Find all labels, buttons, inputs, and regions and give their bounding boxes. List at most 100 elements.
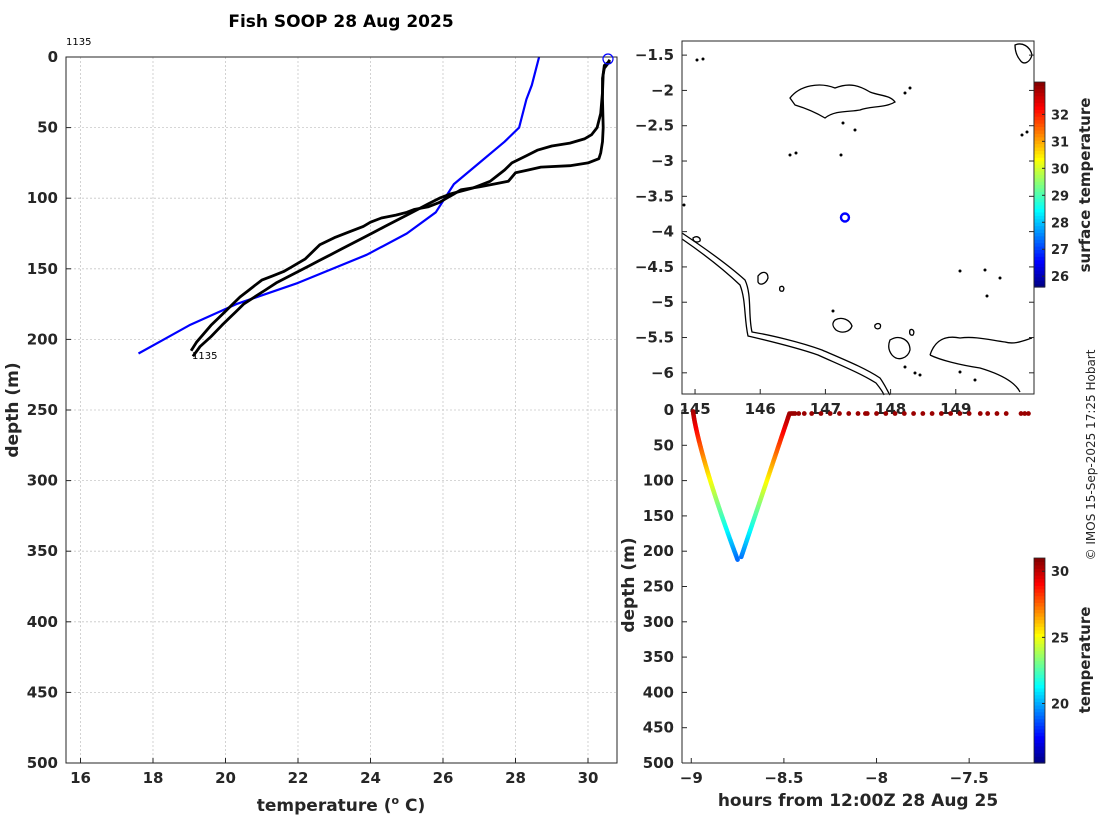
x-tick-label: 26 — [433, 769, 454, 787]
td-depth-tick-label: 150 — [643, 507, 674, 525]
colorbar-cell — [1034, 749, 1045, 754]
surface-point — [1022, 411, 1028, 416]
colorbar-cell — [1034, 609, 1045, 614]
colorbar-cell — [1034, 650, 1045, 655]
lat-tick-label: −2.5 — [635, 117, 674, 135]
colorbar-cell — [1034, 602, 1045, 607]
colorbar-cell — [1034, 160, 1045, 165]
colorbar-tick-label: 25 — [1051, 631, 1069, 646]
lat-tick-label: −4 — [651, 223, 674, 241]
colorbar-cell — [1034, 684, 1045, 689]
colorbar-cell — [1034, 756, 1045, 761]
surface-point — [929, 411, 935, 416]
colorbar-tick-label: 32 — [1051, 108, 1069, 123]
y-tick-label: 250 — [27, 401, 58, 419]
colorbar-cell — [1034, 575, 1045, 580]
colorbar-cell — [1034, 728, 1045, 733]
colorbar-cell — [1034, 205, 1045, 210]
colorbar-cell — [1034, 735, 1045, 740]
lat-tick-label: −2 — [651, 81, 674, 99]
x-tick-label: 22 — [288, 769, 309, 787]
colorbar-cell — [1034, 263, 1045, 268]
colorbar-cell — [1034, 123, 1045, 128]
colorbar-cell — [1034, 616, 1045, 621]
colorbar-cell — [1034, 246, 1045, 251]
colorbar-cell — [1034, 228, 1045, 233]
surface-point — [801, 411, 807, 416]
x-tick-label: 28 — [505, 769, 526, 787]
lon-tick-label: 145 — [679, 400, 710, 418]
colorbar-tick-label: 29 — [1051, 189, 1069, 204]
surface-point — [864, 411, 870, 416]
td-depth-tick-label: 500 — [643, 754, 674, 772]
colorbar-cell — [1034, 633, 1045, 638]
map-axes-frame — [681, 40, 1035, 395]
colorbar-cell — [1034, 136, 1045, 141]
colorbar-cell — [1034, 218, 1045, 223]
td-depth-tick-label: 50 — [653, 436, 674, 454]
surface-point — [901, 411, 907, 416]
lat-tick-label: −5.5 — [635, 329, 674, 347]
time-depth-y-axis-label: depth (m) — [619, 537, 639, 632]
colorbar-cell — [1034, 157, 1045, 162]
colorbar-tick-label: 20 — [1051, 697, 1069, 712]
lat-tick-label: −1.5 — [635, 46, 674, 64]
colorbar-cell — [1034, 564, 1045, 569]
colorbar-cell — [1034, 708, 1045, 713]
colorbar-cell — [1034, 629, 1045, 634]
surface-point — [837, 411, 842, 416]
y-tick-label: 200 — [27, 330, 58, 348]
profile-y-axis-label: depth (m) — [3, 362, 23, 457]
colorbar-cell — [1034, 82, 1045, 87]
td-depth-tick-label: 350 — [643, 648, 674, 666]
colorbar-cell — [1034, 646, 1045, 651]
colorbar-cell — [1034, 256, 1045, 261]
y-tick-label: 50 — [37, 119, 58, 137]
colorbar-cell — [1034, 235, 1045, 240]
temperature-colorbar-label: temperature — [1076, 607, 1094, 714]
time-depth-panel: −9 −8.5 −8 −7.5 0 50 100 150 200 250 300 350 400 450… — [619, 401, 1094, 811]
colorbar-cell — [1034, 558, 1045, 563]
colorbar-cell — [1034, 232, 1045, 237]
colorbar-cell — [1034, 191, 1045, 196]
y-tick-label: 400 — [27, 613, 58, 631]
time-tick-label: −7.5 — [950, 769, 989, 787]
x-tick-label: 20 — [215, 769, 236, 787]
colorbar-cell — [1034, 636, 1045, 641]
surface-point — [892, 411, 898, 416]
td-depth-tick-label: 100 — [643, 472, 674, 490]
colorbar-cell — [1034, 211, 1045, 216]
time-x-axis-label: hours from 12:00Z 28 Aug 25 — [718, 791, 998, 811]
lon-tick-label: 146 — [745, 400, 776, 418]
colorbar-cell — [1034, 194, 1045, 199]
td-depth-tick-label: 450 — [643, 719, 674, 737]
colorbar-cell — [1034, 687, 1045, 692]
colorbar-cell — [1034, 249, 1045, 254]
surface-point — [966, 411, 972, 416]
cast-point — [735, 557, 740, 562]
surface-point — [792, 411, 798, 416]
credit-text: © IMOS 15-Sep-2025 17:25 Hobart — [1084, 349, 1098, 560]
location-marker — [839, 212, 851, 223]
colorbar-cell — [1034, 704, 1045, 709]
colorbar-tick-label: 31 — [1051, 135, 1069, 150]
colorbar-cell — [1034, 184, 1045, 189]
series-profile-descent — [189, 60, 611, 352]
y-tick-label: 500 — [27, 754, 58, 772]
colorbar-cell — [1034, 280, 1045, 285]
colorbar-cell — [1034, 732, 1045, 737]
colorbar-cell — [1034, 177, 1045, 182]
colorbar-cell — [1034, 92, 1045, 97]
time-tick-label: −8.5 — [764, 769, 803, 787]
surface-temperature-colorbar: 26 27 28 29 30 31 32 — [1033, 81, 1069, 288]
colorbar-cell — [1034, 170, 1045, 175]
colorbar-cell — [1034, 85, 1045, 90]
td-depth-tick-label: 300 — [643, 613, 674, 631]
surface-point — [809, 411, 815, 416]
colorbar-frame — [1033, 81, 1046, 288]
colorbar-cell — [1034, 164, 1045, 169]
colorbar-cell — [1034, 99, 1045, 104]
colorbar-tick-label: 26 — [1051, 270, 1069, 285]
surface-point — [938, 411, 944, 416]
